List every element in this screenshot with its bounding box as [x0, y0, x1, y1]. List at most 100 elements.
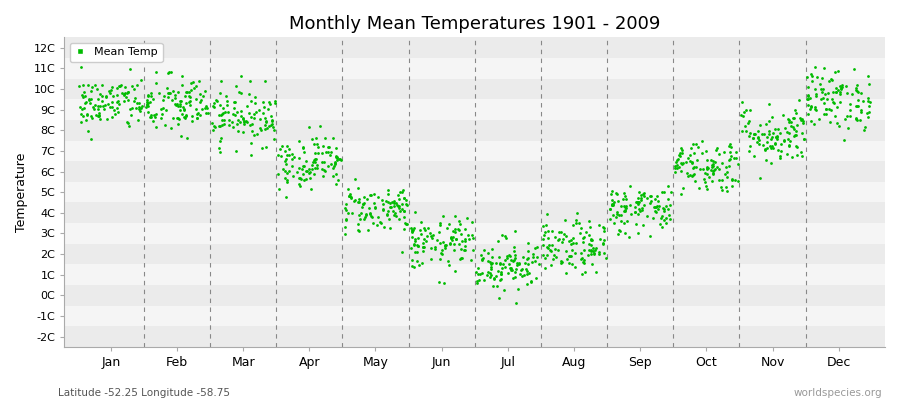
- Point: [254, 127, 268, 134]
- Point: [806, 121, 821, 127]
- Point: [778, 138, 792, 144]
- Point: [657, 208, 671, 214]
- Point: [710, 164, 724, 170]
- Point: [801, 84, 815, 90]
- Point: [511, 260, 526, 266]
- Point: [554, 260, 568, 266]
- Point: [86, 106, 101, 113]
- Point: [861, 103, 876, 110]
- Point: [633, 208, 647, 214]
- Point: [500, 270, 515, 276]
- Point: [410, 249, 425, 255]
- Point: [376, 223, 391, 230]
- Point: [688, 164, 703, 170]
- Point: [405, 257, 419, 264]
- Point: [472, 277, 486, 284]
- Point: [617, 206, 632, 213]
- Point: [123, 112, 138, 118]
- Point: [762, 128, 777, 134]
- Point: [134, 103, 148, 109]
- Point: [132, 106, 147, 112]
- Point: [471, 265, 485, 271]
- Point: [662, 212, 677, 219]
- Point: [687, 150, 701, 156]
- Point: [207, 104, 221, 110]
- Point: [464, 257, 479, 264]
- Point: [465, 247, 480, 254]
- Point: [700, 166, 715, 172]
- Point: [770, 134, 785, 140]
- Point: [396, 194, 410, 201]
- Point: [680, 170, 694, 176]
- Point: [351, 227, 365, 234]
- Point: [274, 152, 288, 159]
- Point: [764, 143, 778, 149]
- Point: [308, 165, 322, 172]
- Point: [75, 106, 89, 112]
- Point: [647, 196, 662, 202]
- Point: [424, 232, 438, 239]
- Point: [495, 232, 509, 239]
- Point: [635, 205, 650, 212]
- Point: [580, 252, 595, 258]
- Point: [829, 85, 843, 91]
- Point: [90, 113, 104, 119]
- Point: [110, 99, 124, 105]
- Point: [849, 84, 863, 91]
- Point: [760, 139, 774, 145]
- Point: [398, 220, 412, 226]
- Point: [617, 190, 632, 196]
- Point: [244, 152, 258, 158]
- Point: [408, 224, 422, 231]
- Point: [215, 111, 230, 117]
- Point: [286, 173, 301, 179]
- Point: [245, 128, 259, 134]
- Point: [104, 114, 119, 120]
- Point: [804, 118, 818, 124]
- Point: [149, 80, 164, 86]
- Point: [758, 146, 772, 152]
- Point: [422, 230, 436, 237]
- Point: [716, 186, 730, 193]
- Point: [299, 168, 313, 174]
- Point: [96, 105, 111, 112]
- Point: [525, 259, 539, 265]
- Point: [262, 99, 276, 106]
- Point: [682, 152, 697, 158]
- Point: [672, 152, 687, 158]
- Point: [92, 113, 106, 120]
- Point: [718, 170, 733, 177]
- Point: [238, 118, 252, 124]
- Point: [74, 64, 88, 70]
- Point: [176, 73, 190, 80]
- Bar: [65, 182, 885, 202]
- Point: [182, 99, 196, 105]
- Point: [364, 213, 379, 219]
- Point: [828, 113, 842, 119]
- Point: [81, 82, 95, 88]
- Point: [160, 94, 175, 101]
- Point: [508, 252, 522, 258]
- Point: [338, 216, 353, 223]
- Point: [475, 270, 490, 276]
- Point: [654, 214, 669, 221]
- Point: [389, 213, 403, 220]
- Point: [267, 97, 282, 104]
- Point: [415, 260, 429, 267]
- Point: [801, 92, 815, 98]
- Point: [197, 105, 211, 111]
- Point: [192, 78, 206, 84]
- Point: [214, 122, 229, 128]
- Point: [795, 116, 809, 122]
- Point: [321, 144, 336, 150]
- Point: [229, 148, 243, 154]
- Point: [278, 168, 293, 174]
- Point: [843, 106, 858, 113]
- Point: [706, 158, 720, 165]
- Point: [106, 107, 121, 113]
- Point: [661, 206, 675, 212]
- Point: [669, 158, 683, 165]
- Point: [179, 112, 194, 118]
- Point: [714, 183, 728, 190]
- Point: [382, 216, 396, 222]
